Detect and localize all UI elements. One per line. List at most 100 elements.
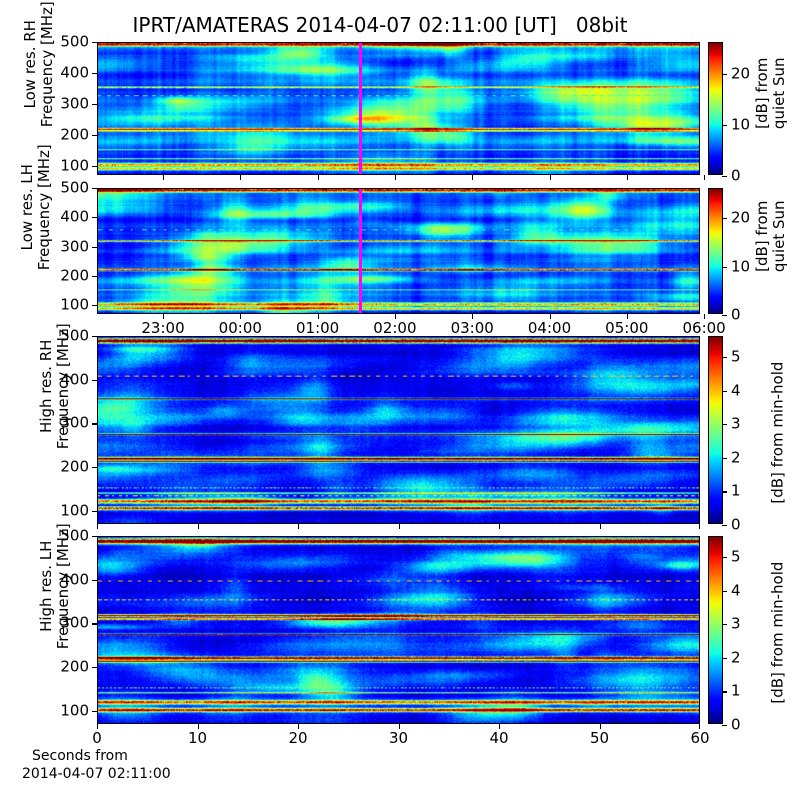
- xtick-mark: [97, 724, 99, 729]
- xtick-mark: [317, 175, 319, 180]
- colorbar-tick-label-low-res-lh-0: 0: [731, 305, 741, 324]
- ylabel-low-res-lh: Low res. LH Frequency [MHz]: [17, 144, 53, 271]
- ytick-label-low-res-rh-400: 400: [60, 63, 89, 82]
- colorbar-tick-mark: [722, 73, 727, 75]
- xtick-mark: [197, 724, 199, 729]
- xtick-mark: [398, 724, 400, 729]
- xtick-mark: [549, 314, 551, 319]
- panel-low-res-rh[interactable]: 100 200 300 400 500: [60, 34, 706, 180]
- ytick-label-low-res-lh-300: 300: [60, 237, 89, 256]
- colorbar-gradient: [709, 189, 722, 313]
- spectrogram-high-res-rh[interactable]: [97, 336, 700, 524]
- ytick-label-high-res-rh-300: 300: [60, 413, 89, 432]
- ytick-label-low-res-lh-400: 400: [60, 207, 89, 226]
- ytick-mark: [92, 72, 97, 75]
- xtick-label-time-6: 05:00: [605, 319, 649, 337]
- time-cursor-line: [359, 189, 363, 313]
- xtick-mark: [394, 175, 396, 180]
- colorbar-title-low-res-lh: [dB] from quiet Sun: [752, 200, 788, 273]
- colorbar-tick-mark: [722, 176, 727, 178]
- colorbar-tick-mark: [722, 315, 727, 317]
- ytick-label-low-res-rh-300: 300: [60, 94, 89, 113]
- xtick-mark: [704, 175, 706, 180]
- colorbar-title-low-res-rh: [dB] from quiet Sun: [752, 57, 788, 130]
- xtick-mark: [298, 724, 300, 729]
- ylabel-high-res-rh: High res. RH Frequency [MHz]: [36, 323, 72, 450]
- ytick-mark: [92, 134, 97, 136]
- colorbar-title-high-res-rh: [dB] from min-hold: [768, 361, 787, 504]
- colorbar-tick-label-high-res-lh-2: 2: [731, 648, 741, 667]
- panel-low-res-lh[interactable]: 100 200 300 400 500 23:00 00:00 01:00 02:00 03:00…: [60, 180, 725, 336]
- colorbar-tick-mark: [722, 357, 727, 359]
- xtick-label-time-7: 06:00: [682, 319, 726, 337]
- ytick-label-high-res-rh-500: 500: [60, 326, 89, 345]
- ytick-mark: [92, 217, 97, 219]
- xtick-mark: [97, 524, 99, 529]
- ylabel-low-res-rh: Low res. RH Frequency [MHz]: [20, 1, 56, 128]
- ytick-mark: [92, 275, 97, 277]
- panel-high-res-rh[interactable]: 100 200 300 400 500: [60, 328, 701, 529]
- ytick-mark: [92, 423, 97, 425]
- colorbar-gradient: [709, 337, 722, 523]
- ytick-mark: [92, 467, 97, 469]
- colorbar-tick-label-high-res-rh-1: 1: [731, 481, 741, 500]
- xtick-mark: [240, 175, 242, 180]
- colorbar-gradient: [709, 43, 722, 174]
- colorbar-tick-label-high-res-lh-1: 1: [731, 681, 741, 700]
- ytick-mark: [92, 305, 97, 307]
- xtick-mark: [197, 524, 199, 529]
- colorbar-tick-mark: [722, 725, 727, 727]
- colorbar-tick-mark: [722, 557, 727, 559]
- footer-caption-line1: Seconds from: [32, 748, 128, 764]
- ytick-label-high-res-lh-400: 400: [60, 570, 89, 589]
- ytick-label-high-res-lh-500: 500: [60, 526, 89, 545]
- xtick-mark: [626, 175, 628, 180]
- spectrogram-canvas: [98, 337, 699, 523]
- ytick-label-low-res-lh-100: 100: [60, 295, 89, 314]
- ytick-mark: [92, 667, 97, 669]
- ytick-mark: [92, 579, 97, 581]
- colorbar-tick-label-high-res-rh-2: 2: [731, 448, 741, 467]
- spectrogram-high-res-lh[interactable]: [97, 536, 700, 724]
- ytick-mark: [92, 165, 97, 167]
- ytick-mark: [92, 246, 97, 248]
- xtick-mark: [699, 724, 701, 729]
- xtick-label-time-0: 23:00: [141, 319, 185, 337]
- spectrogram-low-res-lh[interactable]: [97, 188, 700, 314]
- xtick-label-time-3: 02:00: [373, 319, 417, 337]
- ytick-label-high-res-lh-100: 100: [60, 701, 89, 720]
- colorbar-tick-label-high-res-lh-3: 3: [731, 614, 741, 633]
- ytick-mark: [92, 188, 97, 190]
- ytick-label-low-res-rh-100: 100: [60, 156, 89, 175]
- xtick-mark: [317, 314, 319, 319]
- xtick-mark: [240, 314, 242, 319]
- colorbar-tick-label-low-res-rh-20: 20: [731, 64, 751, 83]
- xtick-mark: [599, 724, 601, 729]
- xtick-mark: [298, 524, 300, 529]
- xtick-mark: [394, 314, 396, 319]
- colorbar-tick-mark: [722, 390, 727, 392]
- spectrogram-canvas: [98, 43, 699, 174]
- ytick-label-high-res-lh-300: 300: [60, 613, 89, 632]
- ytick-mark: [92, 336, 97, 338]
- xtick-mark: [472, 314, 474, 319]
- ytick-label-high-res-rh-400: 400: [60, 370, 89, 389]
- xtick-label-time-2: 01:00: [295, 319, 340, 337]
- xtick-label-seconds-1: 10: [187, 729, 208, 747]
- colorbar-high-res-rh: 0 1 2 3 4 5: [708, 336, 741, 532]
- xtick-label-seconds-5: 50: [589, 729, 610, 747]
- colorbar-gradient: [709, 537, 722, 723]
- xtick-mark: [699, 524, 701, 529]
- colorbar-tick-mark: [722, 624, 727, 626]
- ylabel-high-res-lh: High res. LH Frequency [MHz]: [36, 523, 72, 650]
- colorbar-tick-mark: [722, 424, 727, 426]
- ytick-mark: [92, 710, 97, 712]
- colorbar-tick-label-low-res-lh-10: 10: [731, 257, 751, 276]
- ytick-mark: [92, 536, 97, 538]
- colorbar-low-res-lh: 0 10 20: [708, 188, 750, 322]
- panel-high-res-lh[interactable]: 100 200 300 400 500 0 10 20 30 40 50 60: [60, 528, 709, 746]
- xtick-mark: [398, 524, 400, 529]
- colorbar-tick-mark: [722, 491, 727, 493]
- spectrogram-low-res-rh[interactable]: [97, 42, 700, 175]
